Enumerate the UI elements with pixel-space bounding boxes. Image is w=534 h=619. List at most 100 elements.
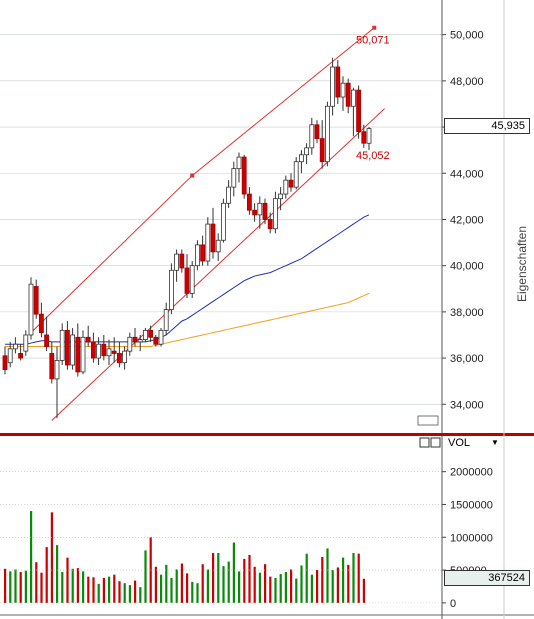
volume-bar <box>123 583 126 603</box>
volume-bar <box>310 574 313 603</box>
candle-body <box>184 267 190 294</box>
volume-tick-label: 1000000 <box>450 532 493 544</box>
price-tick-label: 36,000 <box>450 353 484 365</box>
candle-body <box>54 359 60 380</box>
volume-bar <box>258 572 261 603</box>
volume-bar <box>87 576 90 603</box>
candle-body <box>122 350 127 364</box>
candle-body <box>18 353 24 359</box>
volume-bar <box>102 577 105 603</box>
price-tick-label: 40,000 <box>450 261 484 273</box>
candle-body <box>137 339 143 343</box>
candle-body <box>267 219 273 230</box>
candle-body <box>215 239 221 253</box>
volume-bar <box>222 566 225 603</box>
volume-bar <box>144 550 147 603</box>
candle-body <box>179 253 185 269</box>
channel-upper-value-label: 50,071 <box>356 35 390 47</box>
volume-indicator-label[interactable]: VOL <box>448 437 471 449</box>
volume-bar <box>347 564 350 603</box>
price-tick-label: 50,000 <box>450 30 484 42</box>
candle-body <box>304 147 310 156</box>
volume-bar <box>66 557 69 603</box>
volume-bar <box>300 565 303 603</box>
channel-upper-line <box>30 27 375 334</box>
volume-bar <box>92 577 95 603</box>
properties-side-label[interactable]: Eigenschaften <box>515 226 529 302</box>
volume-bar <box>269 576 272 603</box>
volume-bar <box>30 511 33 603</box>
candle-body <box>293 161 299 188</box>
candle-body <box>153 336 159 345</box>
volume-bar <box>352 553 355 603</box>
candle-body <box>158 329 164 345</box>
candle-body <box>200 244 206 262</box>
volume-bar <box>9 571 12 603</box>
volume-bar <box>175 569 178 603</box>
volume-bar <box>19 572 22 603</box>
volume-bar <box>196 583 199 603</box>
candle-body <box>148 329 154 338</box>
moving-average-slow <box>5 292 370 348</box>
volume-bar <box>170 577 173 603</box>
volume-bar <box>108 576 111 603</box>
volume-panel-header: VOL ▼ <box>444 436 504 450</box>
candle-body <box>335 66 341 98</box>
volume-bar <box>118 581 121 603</box>
volume-bar <box>212 553 215 603</box>
volume-bar <box>35 562 38 603</box>
volume-bar <box>97 583 100 603</box>
candle-body <box>33 286 39 315</box>
candle-body <box>345 82 351 107</box>
candle-body <box>236 156 242 170</box>
candle-body <box>70 334 75 366</box>
candle-body <box>80 336 86 373</box>
volume-bar <box>180 563 183 603</box>
volume-bar <box>331 570 334 603</box>
candle-body <box>111 350 117 354</box>
volume-bar <box>279 574 282 603</box>
price-tick-label: 42,000 <box>450 214 484 226</box>
volume-bar <box>326 548 329 603</box>
price-current-badge: 45,935 <box>444 118 530 134</box>
price-axis: 34,00036,00038,00040,00042,00044,00046,0… <box>442 30 484 411</box>
volume-tick-label: 1500000 <box>450 499 493 511</box>
volume-bar <box>82 571 85 603</box>
volume-bar <box>253 566 256 603</box>
volume-bar <box>227 561 230 603</box>
scroll-indicator-icon <box>417 415 439 426</box>
volume-bar <box>321 556 324 603</box>
volume-bar <box>61 572 64 603</box>
candle-body <box>7 348 13 364</box>
volume-bar <box>217 553 220 603</box>
triangle-down-icon[interactable]: ▼ <box>491 438 499 447</box>
volume-bar <box>160 574 163 603</box>
candle-body <box>298 154 304 163</box>
candle-body <box>231 168 237 188</box>
channel-anchor-point <box>190 173 195 178</box>
volume-bar <box>362 578 365 603</box>
volume-bar <box>232 542 235 603</box>
volume-bar <box>274 577 277 603</box>
candle-body <box>194 244 200 267</box>
candle-body <box>210 223 216 253</box>
candle-body <box>85 336 91 343</box>
candle-body <box>91 341 96 359</box>
volume-bar <box>336 567 339 603</box>
volume-bar <box>128 585 131 603</box>
candle-body <box>366 128 372 144</box>
candle-body <box>205 223 211 262</box>
candle-body <box>174 253 180 271</box>
volume-tick-label: 2000000 <box>450 467 493 479</box>
candle-body <box>59 329 65 361</box>
volume-bar <box>154 566 157 603</box>
volume-bar <box>295 578 298 603</box>
volume-bar <box>50 512 53 603</box>
candle-body <box>65 329 70 366</box>
candle-body <box>314 124 320 140</box>
candle-body <box>12 343 18 350</box>
candle-body <box>101 343 107 357</box>
candle-body <box>189 265 195 294</box>
